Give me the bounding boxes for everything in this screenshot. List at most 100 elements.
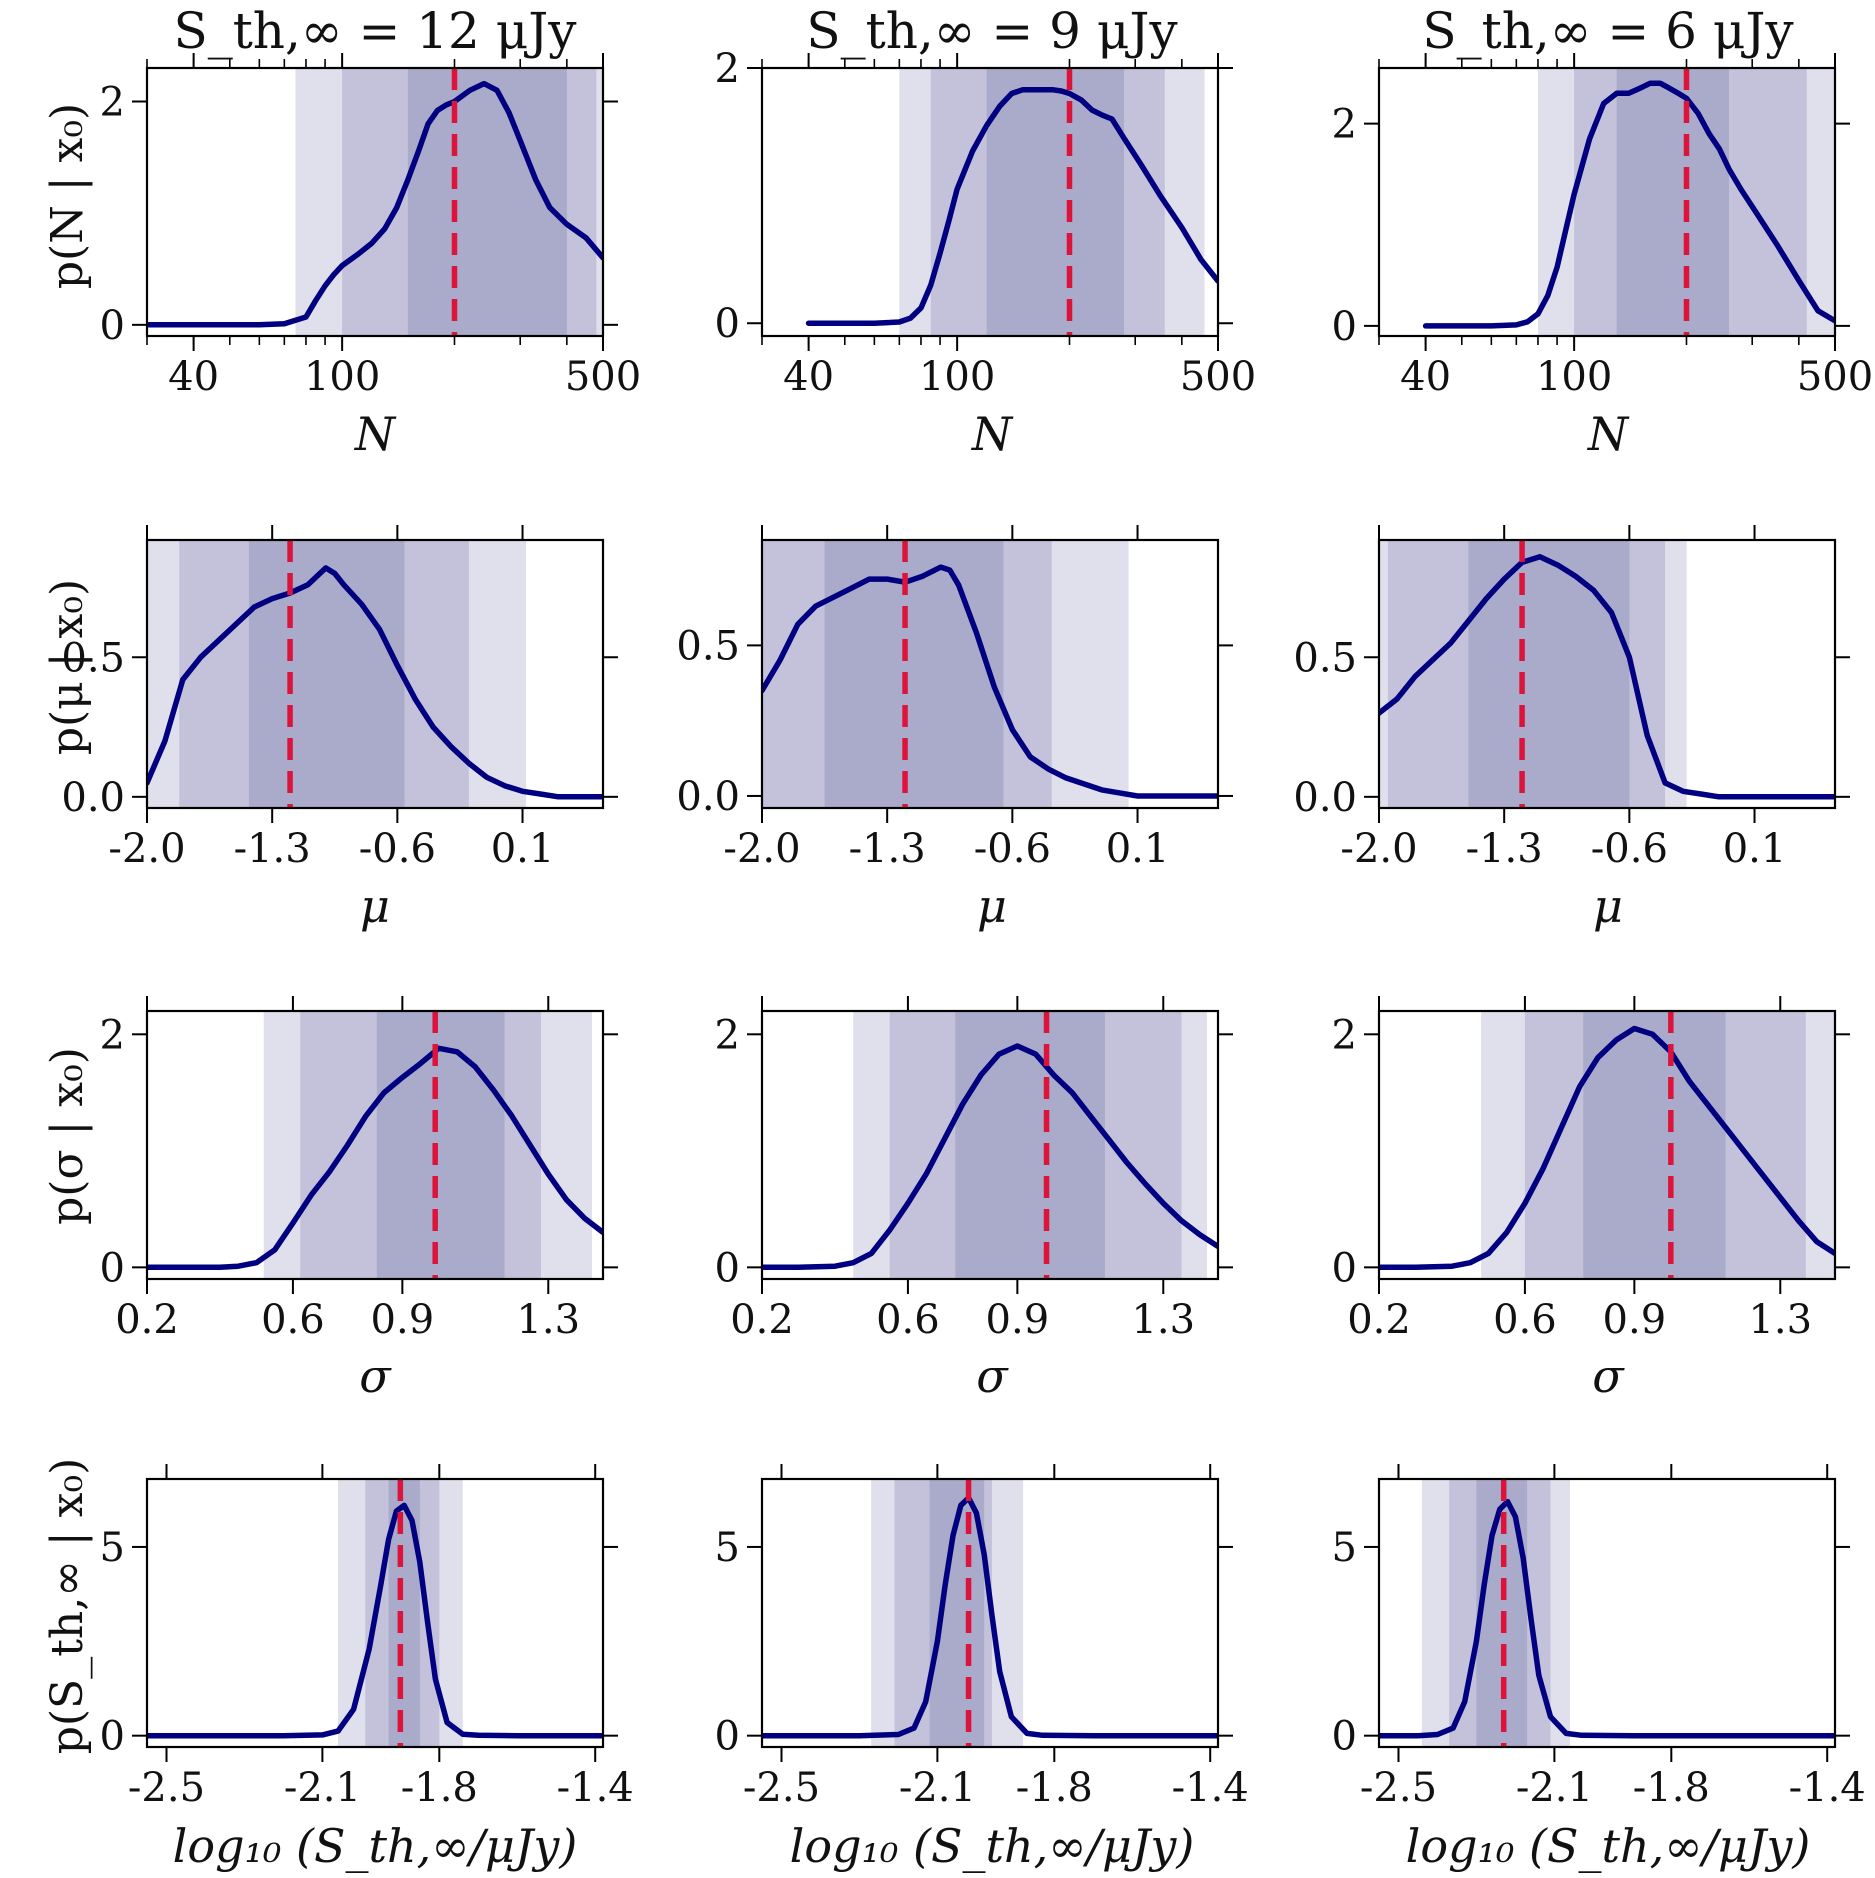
- ylabel-row-2: p(σ | x₀): [42, 1047, 93, 1225]
- x-tick-label: 0.1: [1106, 826, 1170, 872]
- x-tick-label: 0.1: [491, 826, 555, 872]
- x-tick-label: 40: [783, 354, 834, 400]
- x-tick-label: -0.6: [359, 826, 436, 872]
- panel-r1-c0: -2.0 -1.3 -0.6 0.1 0.0 0.5: [61, 525, 618, 872]
- band-1sigma: [376, 1011, 505, 1279]
- x-tick-label: -2.5: [743, 1765, 820, 1811]
- y-tick-label: 0: [715, 1245, 740, 1291]
- y-tick-label: 0.0: [676, 774, 740, 820]
- x-tick-label: 100: [304, 354, 380, 400]
- panel-r0-c2: 40 100 500 0 2: [1332, 53, 1873, 400]
- x-tick-label: -1.3: [1466, 826, 1543, 872]
- axes-frame: [760, 1009, 1220, 1281]
- y-tick-label: 0.0: [61, 775, 125, 821]
- x-tick-label: -2.0: [108, 826, 185, 872]
- y-tick-label: 5: [1332, 1525, 1357, 1571]
- axes-frame: [145, 538, 605, 810]
- posterior-curve: [147, 1502, 603, 1739]
- x-tick-label: -1.4: [557, 1765, 634, 1811]
- x-tick-label: 500: [565, 354, 641, 400]
- xlabel-row-2-col-0: σ: [359, 1349, 392, 1403]
- axes-frame: [760, 1477, 1220, 1749]
- x-tick-label: -1.8: [1633, 1765, 1710, 1811]
- x-tick-label: -2.0: [1340, 826, 1417, 872]
- xlabel-row-3-col-2: log₁₀ (S_th,∞/μJy): [1406, 1819, 1811, 1873]
- y-tick-label: 2: [100, 80, 125, 126]
- x-tick-label: -1.4: [1789, 1765, 1866, 1811]
- band-1sigma: [1583, 1011, 1726, 1279]
- xlabel-row-1-col-1: μ: [977, 879, 1007, 933]
- x-tick-label: 100: [919, 354, 995, 400]
- x-tick-label: -1.8: [401, 1765, 478, 1811]
- xlabel-row-3-col-1: log₁₀ (S_th,∞/μJy): [790, 1819, 1195, 1873]
- y-tick-label: 5: [100, 1525, 125, 1571]
- row-xlabels: N N N μ μ μ σ σ σ log₁₀ (S_th,∞/μJy) log…: [173, 407, 1811, 1873]
- posterior-curve: [805, 86, 1218, 326]
- y-tick-label: 2: [100, 1012, 125, 1058]
- axes-frame: [145, 1009, 605, 1281]
- x-tick-label: 0.9: [986, 1297, 1050, 1343]
- posterior-curve: [147, 1045, 603, 1271]
- y-tick-label: 5: [715, 1525, 740, 1571]
- axes-frame: [145, 1477, 605, 1749]
- y-tick-label: 2: [715, 46, 740, 92]
- y-tick-label: 2: [715, 1012, 740, 1058]
- y-tick-label: 0: [100, 1245, 125, 1291]
- ylabel-row-3: p(S_th,∞ | x₀): [42, 1458, 93, 1755]
- xlabel-row-0-col-1: N: [971, 407, 1014, 461]
- panel-r1-c1: -2.0 -1.3 -0.6 0.1 0.0 0.5: [676, 525, 1233, 872]
- y-tick-label: 0: [1332, 304, 1357, 350]
- x-tick-label: 40: [168, 354, 219, 400]
- band-1sigma: [407, 68, 567, 336]
- panel-r3-c2: -2.5 -2.1 -1.8 -1.4 0 5: [1332, 1464, 1866, 1811]
- column-title-1: S_th,∞ = 9 μJy: [806, 2, 1178, 60]
- band-1sigma: [1468, 540, 1630, 808]
- x-tick-label: 0.2: [730, 1297, 794, 1343]
- x-tick-label: 40: [1400, 354, 1451, 400]
- x-tick-label: -0.6: [974, 826, 1051, 872]
- x-tick-label: -2.1: [899, 1765, 976, 1811]
- ylabel-row-0: p(N | x₀): [42, 103, 93, 289]
- x-tick-label: 0.6: [1493, 1297, 1557, 1343]
- band-1sigma: [248, 540, 405, 808]
- x-tick-label: 0.6: [876, 1297, 940, 1343]
- posterior-curve: [147, 565, 603, 800]
- y-tick-label: 0.5: [1293, 635, 1357, 681]
- column-titles: S_th,∞ = 12 μJy S_th,∞ = 9 μJy S_th,∞ = …: [173, 2, 1794, 60]
- y-tick-label: 0.5: [61, 635, 125, 681]
- x-tick-label: 0.6: [261, 1297, 325, 1343]
- x-tick-label: -2.0: [723, 826, 800, 872]
- panel-r0-c1: 40 100 500 0 2: [715, 46, 1257, 400]
- x-tick-label: 1.3: [1131, 1297, 1195, 1343]
- y-tick-label: 0: [715, 301, 740, 347]
- x-tick-label: 500: [1180, 354, 1256, 400]
- xlabel-row-1-col-2: μ: [1593, 879, 1623, 933]
- x-tick-label: -0.6: [1591, 826, 1668, 872]
- y-tick-label: 0: [1332, 1245, 1357, 1291]
- x-tick-label: -1.3: [234, 826, 311, 872]
- xlabel-row-2-col-2: σ: [1592, 1349, 1625, 1403]
- ylabel-row-1: p(μ | x₀): [42, 579, 93, 755]
- x-tick-label: 0.9: [1603, 1297, 1667, 1343]
- xlabel-row-0-col-0: N: [354, 407, 397, 461]
- y-tick-label: 0.0: [1293, 775, 1357, 821]
- posterior-curve: [1379, 1025, 1835, 1271]
- posterior-curve: [762, 1043, 1218, 1271]
- axes-frame: [760, 538, 1220, 810]
- column-title-0: S_th,∞ = 12 μJy: [173, 2, 577, 60]
- x-tick-label: -2.1: [1516, 1765, 1593, 1811]
- x-tick-label: -2.1: [284, 1765, 361, 1811]
- xlabel-row-1-col-0: μ: [360, 879, 390, 933]
- axes-frame: [1377, 1477, 1837, 1749]
- axes-frame: [1377, 538, 1837, 810]
- panel-r2-c2: 0.2 0.6 0.9 1.3 0 2: [1332, 996, 1850, 1343]
- x-tick-label: -2.5: [128, 1765, 205, 1811]
- y-tick-label: 2: [1332, 102, 1357, 148]
- xlabel-row-3-col-0: log₁₀ (S_th,∞/μJy): [173, 1819, 578, 1873]
- band-1sigma: [955, 1011, 1105, 1279]
- panel-r2-c1: 0.2 0.6 0.9 1.3 0 2: [715, 996, 1233, 1343]
- xlabel-row-0-col-2: N: [1587, 407, 1630, 461]
- posterior-curve: [147, 80, 603, 328]
